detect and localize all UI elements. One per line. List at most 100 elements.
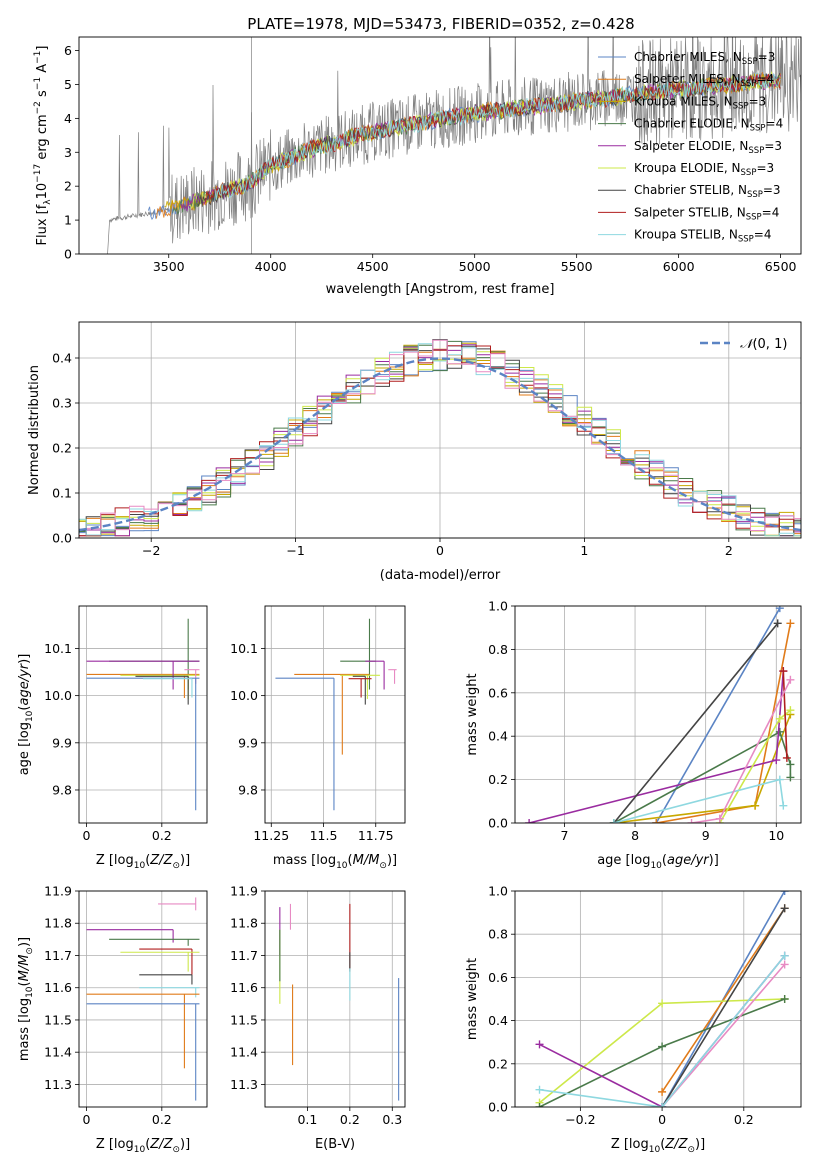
x-tick-label: 0.2 [340, 1112, 360, 1127]
x-tick-label: −2 [142, 543, 160, 558]
y-tick-label: 11.6 [44, 980, 72, 995]
series-marker [535, 1040, 544, 1049]
axes-frame [264, 890, 406, 1108]
series-marker [775, 775, 784, 784]
y-tick-label: 4 [64, 111, 72, 126]
series-marker [780, 995, 789, 1003]
grid-age_vs_mass [265, 606, 405, 823]
x-tick-label: −1 [286, 543, 304, 558]
plot-area-mass_vs_ebv [279, 903, 400, 1101]
legend-label: Salpeter ELODIE, NSSP=3 [634, 139, 782, 156]
series-marker [779, 667, 788, 676]
y-tick-label: 11.7 [44, 948, 72, 963]
series-marker [715, 814, 724, 823]
y-tick-label: 11.5 [44, 1012, 72, 1027]
series-marker [786, 675, 795, 684]
x-tick-label: 0 [658, 1112, 666, 1127]
y-axis-label: mass weight [465, 673, 480, 755]
series-marker [780, 891, 789, 895]
y-tick-label: 9.8 [238, 782, 258, 797]
y-tick-label: 1.0 [488, 884, 508, 899]
x-tick-label: 4000 [255, 259, 287, 274]
series-marker [775, 606, 784, 613]
series-line [661, 907, 786, 1093]
series-line [661, 963, 786, 1107]
histogram-step [79, 340, 801, 537]
series-marker [687, 819, 696, 823]
x-axis-label: Z [log10(Z/Z⊙)] [611, 1137, 705, 1155]
x-axis-label: mass [log10(M/M⊙)] [273, 853, 397, 871]
axes-frame [78, 321, 802, 539]
legend-label: Kroupa MILES, NSSP=3 [634, 94, 766, 111]
series-marker [786, 760, 795, 769]
model-line [213, 72, 781, 200]
series-line [613, 622, 779, 823]
y-tick-label: 1.0 [488, 599, 508, 614]
x-tick-label: 9 [702, 828, 710, 843]
x-tick-label: 7 [560, 828, 568, 843]
series-marker [786, 706, 795, 715]
legend-label: Chabrier ELODIE, NSSP=4 [634, 117, 783, 134]
plot-layer: 3500 4000 4500 5000 5500 6000 6500 0 1 2 3 4 5 6 wavel… [17, 36, 802, 1155]
series-marker [773, 619, 782, 628]
series-line [655, 607, 781, 823]
histogram-step [79, 343, 801, 537]
y-tick-label: 0 [64, 247, 72, 262]
data-spectrum [107, 37, 801, 254]
legend-label: Salpeter STELIB, NSSP=4 [634, 205, 779, 222]
x-tick-label: 11.75 [358, 828, 394, 843]
y-tick-label: 11.8 [44, 916, 72, 931]
y-axis-label: Normed distribution [27, 365, 42, 495]
x-tick-label: 0.3 [382, 1112, 402, 1127]
y-tick-label: 0.8 [488, 927, 508, 942]
series-marker [658, 1087, 667, 1096]
series-line [613, 730, 792, 823]
series-line [782, 671, 788, 758]
series-marker [775, 714, 784, 723]
x-axis-label: age [log10(age/yr)] [597, 853, 719, 871]
series-marker [775, 727, 784, 736]
legend-label: 𝒩(0, 1) [740, 337, 787, 352]
y-tick-label: 11.4 [44, 1045, 72, 1060]
x-tick-label: 11.25 [253, 828, 289, 843]
axes-frame [78, 890, 208, 1108]
series-marker [780, 951, 789, 960]
series-marker [609, 819, 618, 823]
y-axis-label: age [log10(age/yr)] [17, 654, 35, 776]
y-tick-label: 0.4 [488, 729, 508, 744]
y-tick-label: 11.4 [230, 1045, 258, 1060]
y-tick-label: 6 [64, 43, 72, 58]
axes-frame [78, 36, 802, 255]
plot-area-spectrum [107, 37, 801, 254]
series-marker [786, 619, 795, 628]
legend: Chabrier MILES, NSSP=3 Salpeter MILES, NS… [598, 50, 783, 245]
y-tick-label: 0.6 [488, 970, 508, 985]
axes-age_vs_Z: 0 0.2 9.8 9.9 10.0 10.1 Z [log10(Z/Z⊙)] age [lo… [17, 605, 208, 871]
legend-label: Salpeter MILES, NSSP=4 [634, 72, 774, 89]
x-tick-label: 2 [725, 543, 733, 558]
axes-residuals: −2 −1 0 1 2 0.0 0.1 0.2 0.3 0.4 (data-model)/error… [27, 321, 802, 583]
x-axis-label: Z [log10(Z/Z⊙)] [96, 853, 190, 871]
plot-area-weight_vs_age [525, 606, 795, 823]
x-tick-label: 0.2 [734, 1112, 754, 1127]
y-tick-label: 5 [64, 77, 72, 92]
y-tick-label: 9.9 [52, 735, 72, 750]
x-tick-label: 0 [83, 1112, 91, 1127]
legend-label: Chabrier STELIB, NSSP=3 [634, 183, 781, 200]
x-tick-label: 11.5 [310, 828, 338, 843]
series-marker [782, 753, 791, 762]
x-tick-label: 3500 [153, 259, 185, 274]
y-tick-label: 0.8 [488, 642, 508, 657]
series-marker [658, 1042, 667, 1051]
axes-mass_vs_Z: 0 0.2 11.3 11.4 11.5 11.6 11.7 11.8 11.9 Z [log10… [17, 884, 208, 1155]
y-tick-label: 0.6 [488, 685, 508, 700]
series-marker [780, 960, 789, 969]
series-marker [780, 904, 789, 913]
x-axis-label: E(B-V) [315, 1137, 355, 1152]
y-tick-label: 11.9 [230, 884, 258, 899]
series-marker [658, 1103, 667, 1107]
y-tick-label: 11.5 [230, 1012, 258, 1027]
y-tick-label: 0.0 [488, 816, 508, 831]
